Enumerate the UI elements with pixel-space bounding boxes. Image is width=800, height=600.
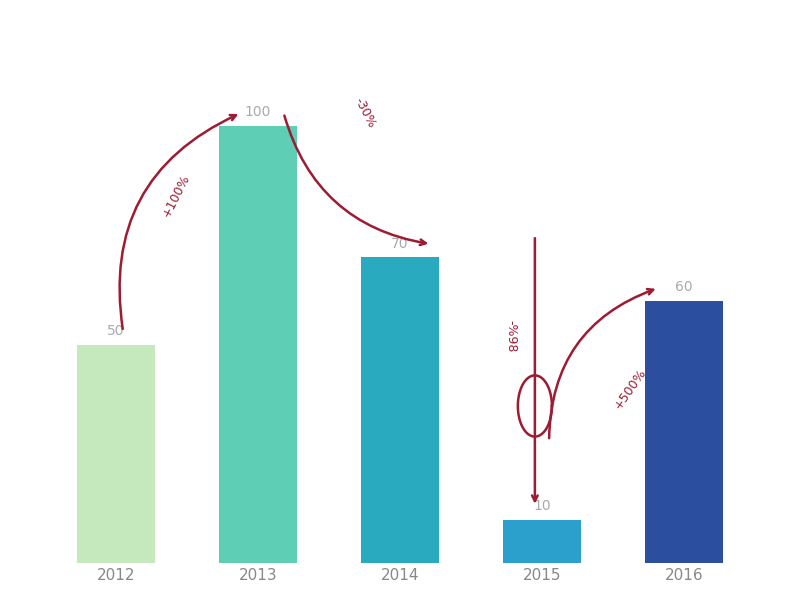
Bar (77, 345, 155, 563)
Bar (219, 126, 297, 563)
Text: 60: 60 (675, 280, 693, 295)
Text: +100%: +100% (159, 172, 192, 220)
Bar (361, 257, 439, 563)
Text: -30%: -30% (351, 95, 378, 130)
Text: 100: 100 (245, 106, 271, 119)
Text: 50: 50 (107, 324, 125, 338)
Bar (503, 520, 581, 563)
Text: -%98: -%98 (504, 320, 518, 352)
Text: 10: 10 (533, 499, 550, 513)
Text: 70: 70 (391, 236, 409, 251)
Bar (645, 301, 723, 563)
Text: +500%: +500% (611, 365, 649, 412)
